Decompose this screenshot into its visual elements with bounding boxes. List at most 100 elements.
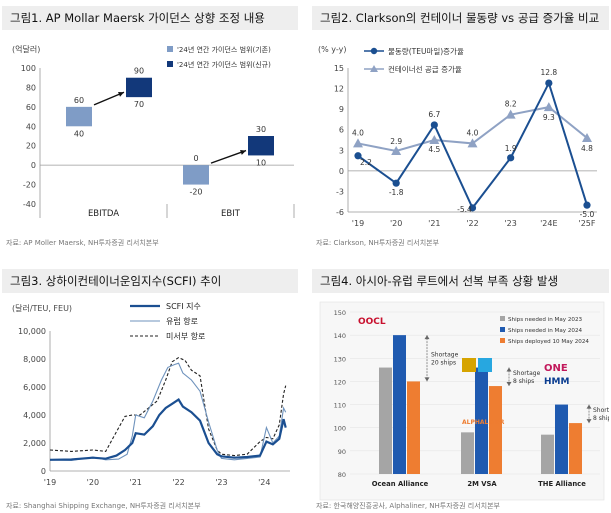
y-tick-label: 90 — [338, 448, 346, 456]
legend-swatch — [500, 327, 505, 332]
x-tick-label: '24E — [540, 219, 557, 228]
bracket-arrow — [506, 367, 512, 372]
legend-label: '24년 연간 가이던스 범위(기존) — [177, 45, 271, 54]
y-tick-label: 10,000 — [18, 327, 46, 336]
volume-growth-label: -5.0 — [580, 210, 595, 219]
supply-growth-point — [582, 132, 592, 142]
bar-label: 40 — [74, 129, 84, 138]
category-label: Ocean Alliance — [372, 480, 429, 488]
guidance-range-bar — [248, 136, 274, 156]
y-tick-label: -40 — [23, 200, 36, 209]
y-tick-label: 3 — [339, 146, 344, 155]
y-tick-label: 110 — [334, 402, 346, 410]
volume-growth-point — [468, 204, 477, 212]
shortage-label: Shortage — [593, 407, 609, 414]
legend-swatch — [167, 46, 173, 52]
source-note: 자료: AP Moller Maersk, NH투자증권 리서치본부 — [6, 239, 159, 247]
brand-logo-oocl: OOCL — [358, 317, 386, 327]
volume-growth-point — [354, 152, 362, 160]
supply-growth-label: 4.0 — [467, 128, 479, 137]
volume-growth-point — [583, 201, 591, 209]
bracket-arrow — [586, 404, 592, 409]
volume-growth-label: 1.9 — [505, 144, 517, 153]
category-label: 2M VSA — [467, 480, 497, 488]
bar-label: 90 — [134, 67, 144, 76]
volume-growth-label: -5.4 — [457, 205, 472, 214]
legend-label: Ships deployed 10 May 2024 — [508, 339, 589, 345]
y-tick-label: 150 — [334, 309, 346, 317]
legend-label: 유럽 항로 — [166, 317, 198, 326]
y-tick-label: 80 — [26, 83, 36, 92]
legend-label: SCFI 지수 — [166, 302, 201, 311]
legend-label: 물동량(TEU마일)증가율 — [388, 47, 464, 56]
legend-marker — [370, 65, 378, 72]
volume-growth-label: 12.8 — [540, 68, 557, 77]
ships-bar — [489, 386, 502, 474]
source-note: 자료: 한국해양진흥공사, Alphaliner, NH투자증권 리서치본부 — [316, 502, 500, 510]
y-tick-label: 6 — [339, 126, 344, 135]
bracket-arrow — [506, 382, 512, 387]
ships-bar — [541, 434, 554, 474]
y-tick-label: -6 — [336, 208, 344, 217]
legend-label: 컨테이너선 공급 증가율 — [388, 64, 462, 74]
ships-bar — [407, 381, 420, 474]
bar-label: 0 — [193, 154, 198, 163]
legend-label: Ships needed in May 2023 — [508, 317, 583, 323]
source-note: 자료: Clarkson, NH투자증권 리서치본부 — [316, 239, 440, 247]
bracket-arrow — [424, 335, 430, 340]
scfi-series-line — [49, 362, 287, 462]
legend-label: '24년 연간 가이던스 범위(신규) — [177, 60, 271, 69]
brand-logo-one: ONE — [544, 363, 568, 374]
source-note: 자료: Shanghai Shipping Exchange, NH투자증권 리… — [6, 502, 201, 510]
legend-swatch — [500, 338, 505, 343]
supply-growth-point — [543, 102, 554, 112]
y-tick-label: 15 — [334, 64, 344, 73]
supply-growth-label: 8.2 — [505, 100, 517, 109]
ships-bar — [461, 432, 474, 474]
x-tick-label: '21 — [428, 219, 440, 228]
y-tick-label: -20 — [23, 181, 36, 190]
y-tick-label: 100 — [21, 64, 36, 73]
y-tick-label: 20 — [26, 142, 36, 151]
x-tick-label: '25F — [579, 219, 596, 228]
panel-asia-europe-shortage: 그림4. 아시아-유럽 루트에서 선복 부족 상황 발생 80 90 100 110 1… — [312, 269, 609, 513]
y-tick-label: 140 — [334, 332, 346, 340]
supply-growth-label: 4.8 — [581, 144, 593, 153]
ships-bar — [475, 367, 488, 474]
guidance-range-bar — [66, 106, 92, 127]
volume-growth-point — [507, 154, 515, 162]
arrow-head — [118, 91, 124, 97]
x-tick-label: '21 — [130, 478, 142, 487]
x-tick-label: '22 — [466, 219, 478, 228]
x-tick-label: '20 — [87, 478, 99, 487]
axis-unit: (% y-y) — [318, 45, 346, 54]
ships-bar — [569, 423, 582, 474]
panel-scfi-trend: 그림3. 상하이컨테이너운임지수(SCFI) 추이 (달러/TEU, FEU) 0… — [2, 269, 298, 513]
brand-logo-hmm: HMM — [544, 377, 569, 387]
supply-growth-label: 4.5 — [428, 145, 440, 154]
y-tick-label: 8,000 — [23, 355, 46, 364]
shortage-label: Shortage — [431, 351, 459, 358]
supply-growth-label: 2.9 — [390, 137, 402, 146]
bar-label: -20 — [189, 188, 202, 197]
volume-growth-point — [545, 79, 553, 87]
y-tick-label: 4,000 — [23, 411, 46, 420]
legend-label: Ships needed in May 2024 — [508, 328, 583, 334]
bracket-arrow — [586, 419, 592, 424]
x-tick-label: '23 — [215, 478, 227, 487]
y-tick-label: 40 — [26, 122, 36, 131]
supply-growth-label: 4.0 — [352, 128, 364, 137]
y-tick-label: 60 — [26, 103, 36, 112]
y-tick-label: 120 — [334, 378, 346, 386]
shortage-detail: 8 ships — [513, 378, 534, 385]
y-tick-label: 0 — [41, 467, 46, 476]
y-tick-label: 2,000 — [23, 439, 46, 448]
bar-label: 10 — [256, 158, 266, 167]
y-tick-label: 80 — [338, 471, 346, 479]
change-arrow — [210, 149, 247, 164]
supply-growth-point — [505, 109, 516, 119]
volume-growth-label: -1.8 — [389, 188, 404, 197]
scfi-series-line — [49, 398, 287, 461]
scfi-trend-chart: (달러/TEU, FEU) 0 2,000 4,000 6,000 8,000 10,000… — [12, 302, 290, 487]
